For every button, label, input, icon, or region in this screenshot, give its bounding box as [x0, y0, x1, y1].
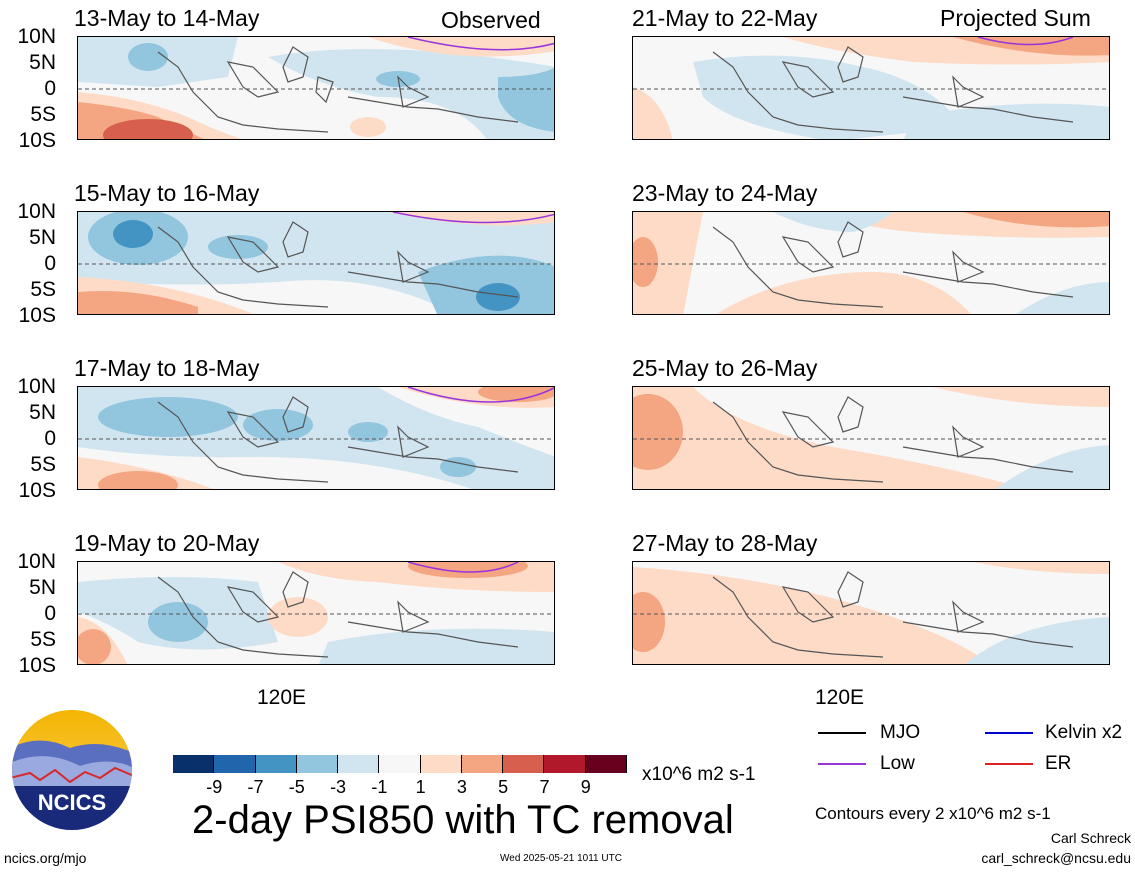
- panel-label-projected-sum: Projected Sum: [940, 5, 1091, 31]
- legend-line-kelvin: [985, 732, 1033, 734]
- panel-title: 27-May to 28-May: [632, 530, 818, 556]
- colorbar-tick-label: 3: [456, 777, 467, 797]
- panel-title: 25-May to 26-May: [632, 355, 818, 381]
- figure-title: 2-day PSI850 with TC removal: [192, 798, 734, 842]
- colorbar-tick-label: -3: [330, 777, 347, 797]
- colorbar-cell: [173, 755, 215, 773]
- colorbar-cell: [255, 755, 297, 773]
- contour-note: Contours every 2 x10^6 m2 s-1: [815, 804, 1051, 823]
- colorbar-cell: [461, 755, 504, 773]
- map-panel: [632, 211, 1110, 315]
- footer-author: Carl Schreck: [1050, 830, 1131, 846]
- colorbar-tick-label: -5: [288, 777, 305, 797]
- colorbar-tick-label: -9: [206, 777, 223, 797]
- panel-label-observed: Observed: [441, 7, 541, 33]
- legend-line-low: [818, 763, 866, 765]
- legend-label-kelvin: Kelvin x2: [1045, 722, 1123, 743]
- ncics-logo: NCICS: [10, 708, 134, 832]
- colorbar-cell: [296, 755, 339, 773]
- lat-label: 0: [44, 602, 56, 625]
- lat-label: 5S: [30, 278, 56, 301]
- lat-label: 10S: [18, 654, 56, 677]
- colorbar-cell: [544, 755, 586, 773]
- lat-label: 5S: [30, 103, 56, 126]
- lat-label: 5N: [29, 51, 56, 74]
- map-panel: [77, 36, 555, 140]
- legend-line-er: [985, 763, 1033, 765]
- colorbar-units: x10^6 m2 s-1: [642, 764, 756, 785]
- colorbar-cell: [379, 755, 421, 773]
- lon-label-right: 120E: [815, 686, 865, 709]
- map-panel: [632, 561, 1110, 665]
- colorbar-tick-label: 1: [415, 777, 426, 797]
- lat-label: 5N: [29, 576, 56, 599]
- legend-line-mjo: [818, 732, 866, 734]
- footer-email[interactable]: carl_schreck@ncsu.edu: [981, 850, 1131, 866]
- lat-label: 5N: [29, 226, 56, 249]
- panel-title: 17-May to 18-May: [74, 355, 260, 381]
- map-panel: [77, 561, 555, 665]
- legend-label-low: Low: [880, 753, 915, 774]
- lat-label: 5S: [30, 628, 56, 651]
- logo-wordmark: NCICS: [38, 790, 106, 815]
- lat-label: 0: [44, 77, 56, 100]
- lat-label: 10N: [17, 550, 56, 573]
- colorbar-cell: [503, 755, 545, 773]
- lat-label: 5S: [30, 453, 56, 476]
- colorbar-tick-label: -7: [247, 777, 264, 797]
- colorbar-cell: [420, 755, 462, 773]
- panel-title: 15-May to 16-May: [74, 180, 260, 206]
- panel-title: 23-May to 24-May: [632, 180, 818, 206]
- colorbar-tick-label: 7: [539, 777, 550, 797]
- lat-label: 10N: [17, 200, 56, 223]
- panel-title: 13-May to 14-May: [74, 5, 260, 31]
- footer-url[interactable]: ncics.org/mjo: [4, 850, 87, 866]
- lat-label: 10N: [17, 375, 56, 398]
- lat-label: 10S: [18, 304, 56, 327]
- legend-label-er: ER: [1045, 753, 1072, 774]
- map-panel: [77, 386, 555, 490]
- colorbar-cell: [338, 755, 380, 773]
- lat-label: 10N: [17, 25, 56, 48]
- map-panel: [632, 386, 1110, 490]
- colorbar-cell: [214, 755, 256, 773]
- panel-title: 19-May to 20-May: [74, 530, 260, 556]
- colorbar-tick-label: 5: [498, 777, 509, 797]
- lat-label: 0: [44, 252, 56, 275]
- panel-title: 21-May to 22-May: [632, 5, 818, 31]
- footer-timestamp: Wed 2025-05-21 1011 UTC: [500, 853, 622, 864]
- colorbar-tick-label: -1: [371, 777, 388, 797]
- lat-label: 5N: [29, 401, 56, 424]
- lat-label: 0: [44, 427, 56, 450]
- colorbar-tick-label: 9: [580, 777, 591, 797]
- lat-label: 10S: [18, 479, 56, 502]
- lat-label: 10S: [18, 129, 56, 152]
- lon-label-left: 120E: [257, 686, 307, 709]
- colorbar-cell: [585, 755, 627, 773]
- map-panel: [77, 211, 555, 315]
- map-panel: [632, 36, 1110, 140]
- legend-label-mjo: MJO: [880, 722, 921, 743]
